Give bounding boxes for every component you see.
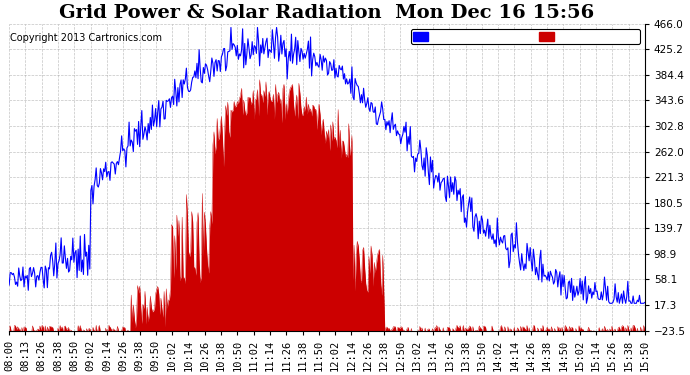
- Text: Copyright 2013 Cartronics.com: Copyright 2013 Cartronics.com: [10, 33, 161, 43]
- Title: Grid Power & Solar Radiation  Mon Dec 16 15:56: Grid Power & Solar Radiation Mon Dec 16 …: [59, 4, 595, 22]
- Legend: Radiation (w/m2), Grid (AC Watts): Radiation (w/m2), Grid (AC Watts): [411, 28, 640, 44]
